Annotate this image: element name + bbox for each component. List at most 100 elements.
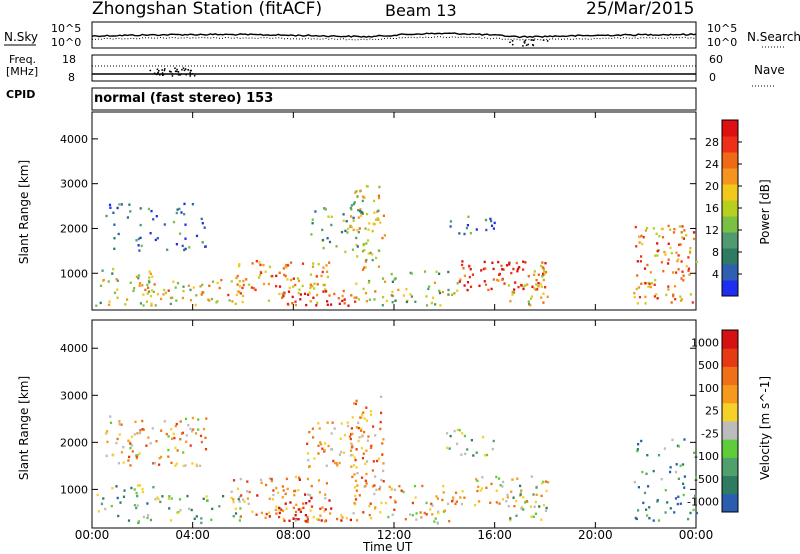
data-cell xyxy=(320,519,323,522)
data-cell xyxy=(485,453,489,457)
data-cell xyxy=(673,228,676,231)
data-cell xyxy=(547,481,550,484)
nave-dip-dot xyxy=(156,68,159,71)
data-cell xyxy=(175,462,178,465)
data-cell xyxy=(667,285,670,288)
data-cell xyxy=(519,490,523,493)
data-cell xyxy=(501,268,504,271)
data-cell xyxy=(360,427,363,430)
x-tick-label: 04:00 xyxy=(175,528,210,542)
data-cell xyxy=(297,489,300,492)
data-cell xyxy=(391,513,394,516)
data-cell xyxy=(191,430,194,433)
data-cell xyxy=(170,519,173,522)
data-cell xyxy=(107,280,110,283)
data-cell xyxy=(539,282,542,286)
data-cell xyxy=(147,207,150,211)
data-cell xyxy=(643,267,647,270)
data-cell xyxy=(363,196,366,199)
data-cell xyxy=(542,278,545,282)
data-cell xyxy=(534,288,538,291)
noise-dropout-dot xyxy=(530,39,533,41)
data-cell xyxy=(245,278,248,281)
freq-label-line1: Freq. xyxy=(9,53,37,66)
colorbar-segment xyxy=(722,232,738,249)
data-cell xyxy=(352,512,355,515)
data-cell xyxy=(526,283,529,286)
data-cell xyxy=(518,494,522,497)
data-cell xyxy=(641,470,644,474)
data-cell xyxy=(377,209,380,212)
data-cell xyxy=(113,237,116,240)
data-cell xyxy=(232,479,236,482)
y-tick-label: 4000 xyxy=(60,133,88,146)
data-cell xyxy=(350,433,353,436)
data-cell xyxy=(672,295,675,298)
data-cell xyxy=(409,513,412,516)
data-cell xyxy=(657,454,661,457)
data-cell xyxy=(501,278,504,281)
data-cell xyxy=(96,493,99,497)
data-cell xyxy=(682,274,685,277)
data-cell xyxy=(321,270,324,274)
data-cell xyxy=(323,510,326,513)
data-cell xyxy=(190,508,193,512)
data-cell xyxy=(677,495,680,498)
data-cell xyxy=(199,285,202,288)
data-cell xyxy=(689,293,692,296)
noise-dropout-dot xyxy=(511,39,514,42)
data-cell xyxy=(130,444,133,447)
data-cell xyxy=(278,285,282,288)
data-cell xyxy=(163,223,166,226)
data-cell xyxy=(527,275,530,278)
data-cell xyxy=(430,301,433,305)
data-cell xyxy=(520,284,523,287)
data-cell xyxy=(113,223,116,226)
data-cell xyxy=(153,283,156,286)
data-cell xyxy=(535,283,538,286)
data-cell xyxy=(133,504,136,507)
data-cell xyxy=(197,428,200,431)
data-cell xyxy=(129,446,132,450)
data-cell xyxy=(404,518,407,521)
data-cell xyxy=(538,505,541,508)
data-cell xyxy=(202,497,205,500)
data-cell xyxy=(141,284,144,287)
data-cell xyxy=(340,422,343,425)
data-cell xyxy=(355,296,358,299)
data-cell xyxy=(282,267,285,270)
data-cell xyxy=(294,475,297,479)
data-cell xyxy=(326,303,329,306)
data-cell xyxy=(471,273,475,276)
data-cell xyxy=(338,453,341,456)
data-cell xyxy=(360,416,363,419)
data-cell xyxy=(640,282,643,285)
data-cell xyxy=(150,289,154,292)
data-cell xyxy=(169,296,172,300)
data-cell xyxy=(142,304,145,307)
data-cell xyxy=(250,286,253,289)
data-cell xyxy=(490,219,493,223)
data-cell xyxy=(682,279,685,282)
data-cell xyxy=(116,437,119,441)
data-cell xyxy=(680,260,683,263)
data-cell xyxy=(367,435,370,438)
data-cell xyxy=(183,213,186,216)
data-cell xyxy=(433,281,436,284)
nave-dip-dot xyxy=(161,72,164,74)
data-cell xyxy=(139,207,142,210)
data-cell xyxy=(391,290,394,294)
data-cell xyxy=(356,519,359,522)
data-cell xyxy=(522,285,525,288)
data-cell xyxy=(316,293,319,297)
data-cell xyxy=(687,267,691,270)
data-cell xyxy=(485,486,488,489)
data-cell xyxy=(674,497,678,500)
data-cell xyxy=(675,271,678,274)
data-cell xyxy=(442,484,445,488)
data-cell xyxy=(157,498,160,501)
data-cell xyxy=(692,508,695,512)
data-cell xyxy=(483,280,486,283)
data-cell xyxy=(667,242,670,245)
data-cell xyxy=(270,479,273,483)
